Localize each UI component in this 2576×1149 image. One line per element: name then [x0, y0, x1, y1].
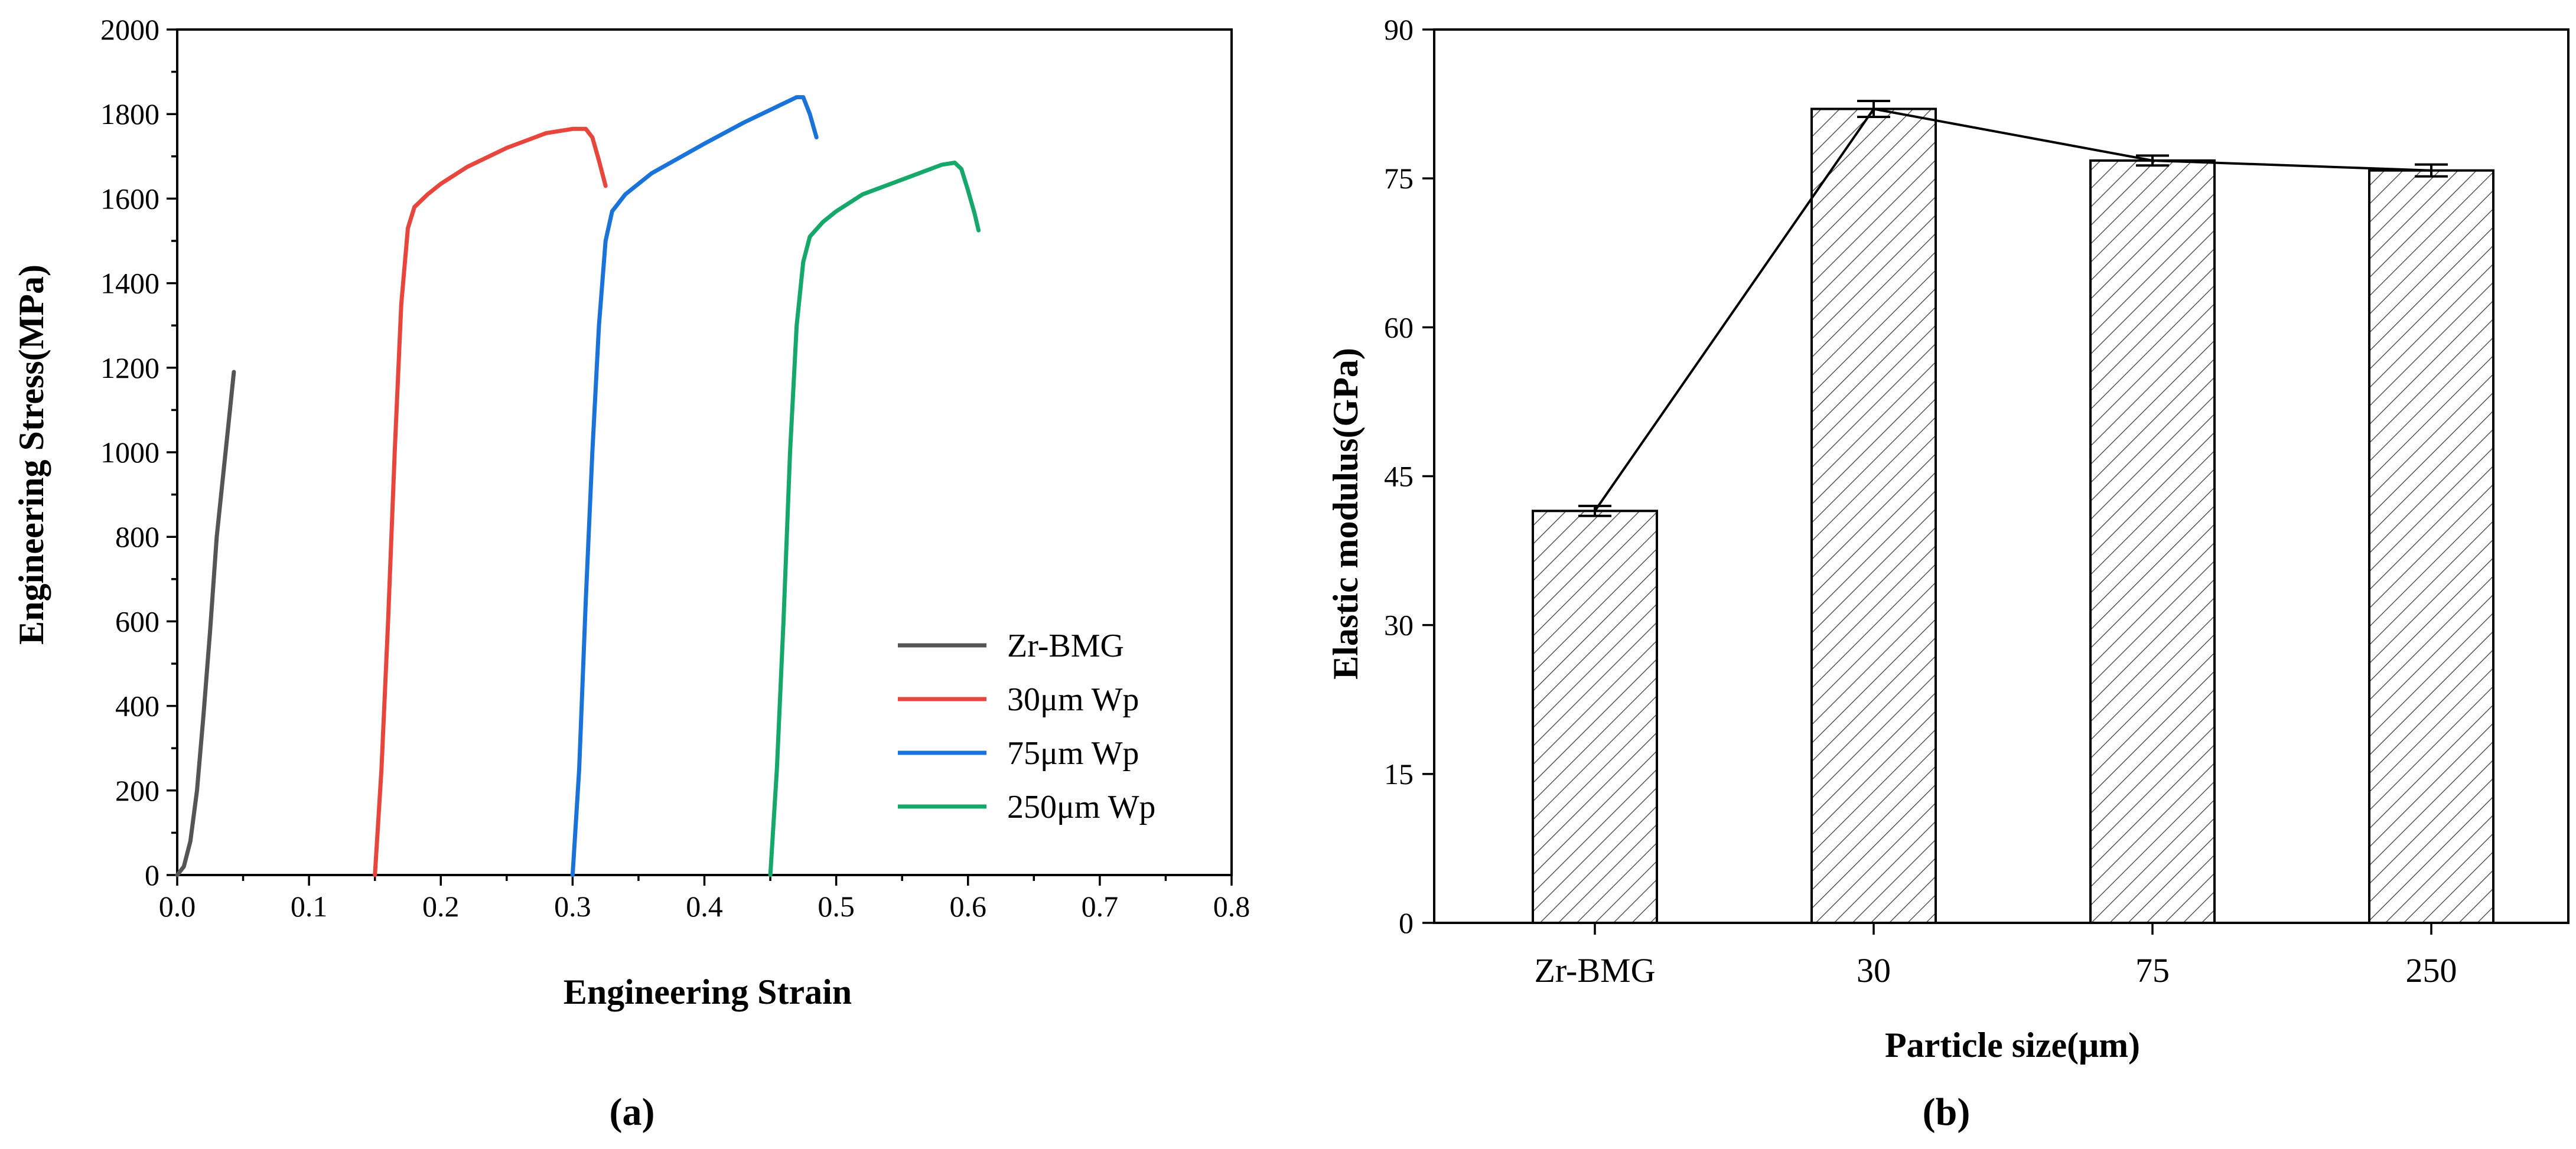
x-tick-label: 250 [2406, 951, 2457, 990]
x-tick-label: 0.1 [291, 890, 328, 923]
y-tick-label: 0 [145, 859, 159, 892]
x-tick-label: Zr-BMG [1534, 951, 1655, 990]
x-tick-label: 0.4 [686, 890, 723, 923]
x-axis: Zr-BMG 30 75 250 [1534, 923, 2457, 990]
bar [1532, 510, 1658, 924]
y-tick-label: 1000 [100, 436, 159, 469]
y-axis-title: Elastic modulus(GPa) [1326, 348, 1365, 680]
y-tick-label: 0 [1399, 906, 1414, 939]
bar [1810, 107, 1937, 924]
legend-label: Zr-BMG [1007, 628, 1124, 664]
y-axis: 0 15 30 45 60 75 90 [1384, 13, 1434, 939]
y-tick-label: 800 [115, 520, 159, 553]
legend-label: 75μm Wp [1007, 735, 1139, 772]
trend-line [1594, 107, 2432, 512]
y-tick-label: 60 [1384, 311, 1414, 344]
bar [2089, 159, 2216, 925]
x-tick-label: 0.0 [159, 890, 196, 923]
x-tick-label: 0.2 [422, 890, 460, 923]
y-tick-label: 75 [1384, 162, 1414, 195]
y-tick-label: 1400 [100, 267, 159, 300]
y-axis-title: Engineering Stress(MPa) [12, 265, 51, 645]
y-tick-label: 15 [1384, 758, 1414, 791]
bar [2368, 169, 2494, 924]
stress-strain-chart: 0.0 0.1 0.2 0.3 0.4 0.5 0.6 0.7 0.8 0 200 400 600 80… [12, 13, 1250, 1134]
series-line-0 [175, 370, 236, 877]
y-axis: 0 200 400 600 800 1000 1200 1400 1600 1800 2000 [100, 13, 177, 892]
panel-label-a: (a) [610, 1091, 655, 1134]
y-tick-label: 200 [115, 774, 159, 807]
x-axis-title: Engineering Strain [564, 972, 852, 1011]
y-tick-label: 1200 [100, 351, 159, 384]
series-line-1 [373, 126, 608, 877]
series-line-2 [570, 95, 819, 877]
trend-line-path [1594, 107, 2432, 512]
x-tick-label: 0.7 [1082, 890, 1119, 923]
y-tick-label: 90 [1384, 13, 1414, 46]
x-tick-label: 0.6 [950, 890, 987, 923]
y-tick-label: 1600 [100, 182, 159, 215]
x-axis-title: Particle size(μm) [1885, 1026, 2140, 1065]
legend-label: 30μm Wp [1007, 681, 1139, 718]
legend: Zr-BMG 30μm Wp 75μm Wp 250μm Wp [898, 628, 1155, 825]
y-tick-label: 600 [115, 605, 159, 638]
x-tick-label: 0.5 [818, 890, 855, 923]
x-axis: 0.0 0.1 0.2 0.3 0.4 0.5 0.6 0.7 0.8 [159, 875, 1250, 923]
x-tick-label: 0.3 [554, 890, 591, 923]
series-lines [175, 95, 981, 877]
x-tick-label: 75 [2135, 951, 2170, 990]
y-tick-label: 400 [115, 690, 159, 723]
elastic-modulus-chart: 0 15 30 45 60 75 90 Zr-BMG 30 75 250 Particle siz… [1326, 13, 2570, 1134]
legend-label: 250μm Wp [1007, 789, 1155, 825]
y-tick-label: 30 [1384, 609, 1414, 642]
y-tick-label: 2000 [100, 13, 159, 46]
series-line-3 [768, 161, 981, 877]
x-tick-label: 0.8 [1213, 890, 1250, 923]
panel-label-b: (b) [1923, 1091, 1971, 1134]
bars [1532, 100, 2494, 925]
y-tick-label: 1800 [100, 97, 159, 130]
y-tick-label: 45 [1384, 460, 1414, 493]
x-tick-label: 30 [1857, 951, 1891, 990]
